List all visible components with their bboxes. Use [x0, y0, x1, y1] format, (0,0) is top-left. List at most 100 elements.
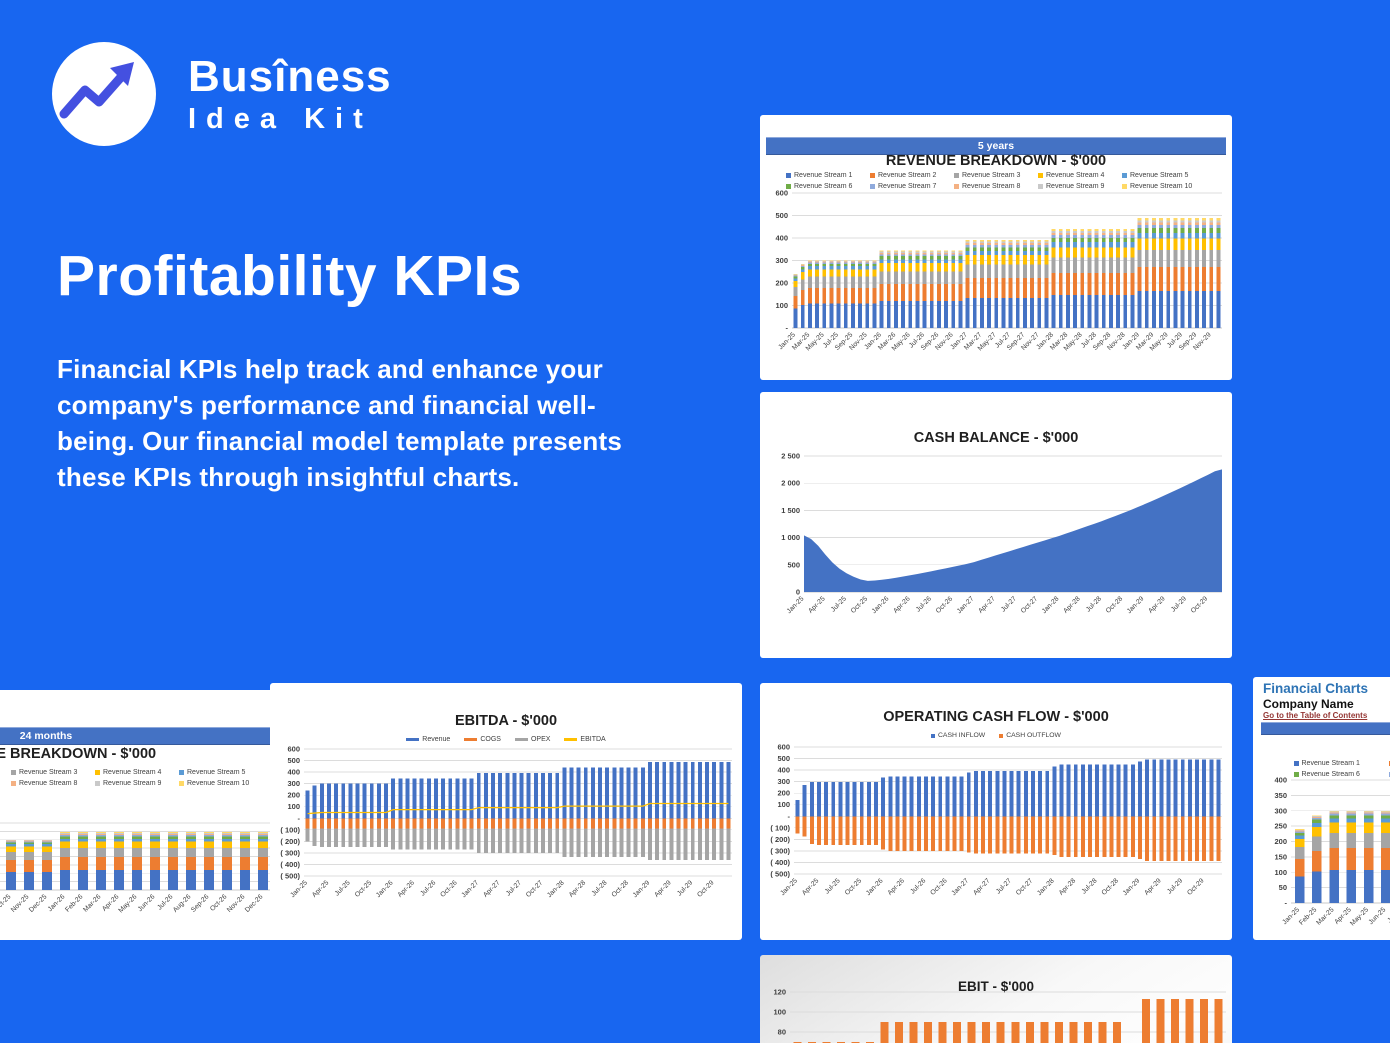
svg-text:Jul-27: Jul-27	[505, 879, 523, 897]
svg-text:600: 600	[287, 745, 300, 754]
cash-balance-chart: 2 500 2 000 1 500 1 000 500 0 Jan-25 Apr-25 Jul-…	[760, 392, 1232, 658]
svg-text:May-26: May-26	[117, 893, 138, 914]
svg-text:500: 500	[787, 560, 800, 569]
svg-text:( 500): ( 500)	[770, 870, 790, 879]
period-tab-24-months: 24 months	[0, 727, 276, 745]
svg-text:Apr-27: Apr-27	[972, 877, 992, 897]
legend-swatch-icon	[1293, 772, 1299, 777]
legend-item: OPEX	[514, 734, 551, 745]
svg-text:2 500: 2 500	[781, 452, 800, 461]
legend-swatch-icon	[179, 770, 184, 775]
page-description: Financial KPIs help track and enhance yo…	[57, 354, 623, 492]
svg-text:Jul-28: Jul-28	[1081, 877, 1099, 895]
chart-title-ebit: EBIT - $'000	[958, 979, 1034, 994]
panel-operating-cash-flow: 600 500 400 300 200 100 - ( 100) ( 200) ( 300) ( 4…	[760, 683, 1232, 940]
svg-text:Jul-26: Jul-26	[915, 595, 933, 613]
legend-swatch-icon	[1388, 772, 1390, 777]
legend-swatch-icon	[1122, 173, 1127, 178]
svg-text:500: 500	[777, 754, 790, 763]
svg-text:400: 400	[775, 234, 788, 243]
svg-text:Jul-26: Jul-26	[419, 879, 437, 897]
legend-label: Revenue Stream 1	[1301, 760, 1360, 767]
revenue-breakdown-24m-chart-mini: 400 350 300 250 200 150 100 50- Jan-25 Feb-25 Mar-…	[1253, 677, 1390, 940]
legend-item: Revenue Stream 10	[179, 778, 263, 789]
legend-label: Revenue Stream 1	[794, 172, 853, 179]
legend-item: Revenue Stream 9	[1038, 181, 1122, 192]
svg-text:Jan-25: Jan-25	[289, 879, 309, 899]
svg-text:Oct-25: Oct-25	[844, 877, 864, 897]
svg-text:( 200): ( 200)	[280, 837, 300, 846]
legend-label: CASH INFLOW	[938, 732, 986, 739]
legend-item: Revenue Stream 3	[11, 767, 95, 778]
svg-text:Jan-26: Jan-26	[375, 879, 395, 899]
legend-item: Revenue Stream 6	[786, 181, 870, 192]
legend-swatch-icon	[786, 173, 791, 178]
legend-swatch-icon	[786, 184, 791, 189]
svg-text:-: -	[298, 814, 301, 823]
ebitda-chart: 600 500 400 300 200 100 - ( 100) ( 200) ( 300) ( 4…	[270, 683, 742, 940]
legend-label: Revenue Stream 10	[1130, 183, 1193, 190]
svg-text:Jul-29: Jul-29	[676, 879, 694, 897]
svg-text:Apr-25: Apr-25	[311, 879, 331, 899]
legend-label: COGS	[480, 736, 501, 743]
legend-item: Revenue Stream 5	[1122, 170, 1206, 181]
panel-revenue-breakdown-24m: 40035030025020015010050-Jan-25Feb-25Mar-…	[0, 690, 282, 940]
svg-text:Oct-27: Oct-27	[525, 879, 545, 899]
svg-text:Jul-25: Jul-25	[830, 595, 848, 613]
svg-text:100: 100	[773, 1008, 786, 1017]
svg-text:Apr-26: Apr-26	[887, 877, 907, 897]
period-tab-24-months-mini: 24 months	[1261, 722, 1390, 735]
legend-swatch-icon	[931, 733, 935, 738]
legend-label: Revenue Stream 3	[962, 172, 1021, 179]
svg-text:Jan-28: Jan-28	[546, 879, 566, 899]
panel-cash-balance: 2 500 2 000 1 500 1 000 500 0 Jan-25 Apr-25 Jul-…	[760, 392, 1232, 658]
svg-text:Apr-29: Apr-29	[653, 879, 673, 899]
svg-text:-: -	[1285, 899, 1288, 908]
sheet-title: Financial Charts	[1263, 681, 1369, 696]
svg-text:Oct-27: Oct-27	[1020, 595, 1040, 615]
svg-text:200: 200	[775, 279, 788, 288]
legend-label: Revenue Stream 3	[19, 769, 78, 776]
svg-text:1 500: 1 500	[781, 506, 800, 515]
legend-item: Revenue Stream 4	[95, 767, 179, 778]
svg-text:150: 150	[1274, 852, 1287, 861]
legend-swatch-icon	[1293, 761, 1299, 766]
legend-label: OPEX	[530, 736, 551, 743]
svg-text:Jul-26: Jul-26	[909, 877, 927, 895]
svg-text:Jan-25: Jan-25	[786, 595, 806, 615]
svg-text:Feb-25: Feb-25	[1298, 906, 1318, 926]
svg-text:0: 0	[796, 588, 800, 597]
brand-logo: Busîness Idea Kit	[52, 42, 392, 146]
svg-text:Dec-26: Dec-26	[244, 893, 265, 914]
svg-text:200: 200	[287, 791, 300, 800]
legend-item: Revenue	[406, 734, 450, 745]
svg-text:Jul-27: Jul-27	[995, 877, 1013, 895]
legend-label: Revenue	[422, 736, 451, 743]
legend-swatch-icon	[1038, 184, 1043, 189]
table-of-contents-link[interactable]: Go to the Table of Contents	[1263, 711, 1368, 720]
legend-swatch-icon	[95, 770, 100, 775]
legend-item: CASH OUTFLOW	[999, 730, 1061, 741]
svg-text:( 100): ( 100)	[770, 823, 790, 832]
svg-text:Apr-27: Apr-27	[482, 879, 502, 899]
svg-text:100: 100	[1274, 868, 1287, 877]
svg-text:Jan-27: Jan-27	[461, 879, 481, 899]
svg-text:Oct-26: Oct-26	[439, 879, 459, 899]
svg-text:Jan-29: Jan-29	[1126, 595, 1146, 615]
panel-revenue-breakdown-5y: 600 500 400 300 200 100- Jan-25 Mar-25 May-25 Jul…	[760, 115, 1232, 380]
legend-label: Revenue Stream 6	[794, 183, 853, 190]
legend-item: Revenue Stream 10	[1122, 181, 1206, 192]
svg-text:May-25: May-25	[1349, 906, 1370, 927]
svg-text:Oct-28: Oct-28	[1101, 877, 1121, 897]
legend-item: Revenue Stream 1	[786, 170, 870, 181]
svg-text:200: 200	[777, 789, 790, 798]
svg-text:( 300): ( 300)	[770, 846, 790, 855]
svg-text:250: 250	[1274, 822, 1287, 831]
svg-text:Apr-27: Apr-27	[977, 595, 997, 615]
legend-swatch-icon	[95, 781, 100, 786]
panel-financial-charts-sheet: Financial Charts Company Name Go to the …	[1253, 677, 1390, 940]
svg-text:Jan-27: Jan-27	[956, 595, 976, 615]
legend-swatch-icon	[464, 738, 478, 741]
